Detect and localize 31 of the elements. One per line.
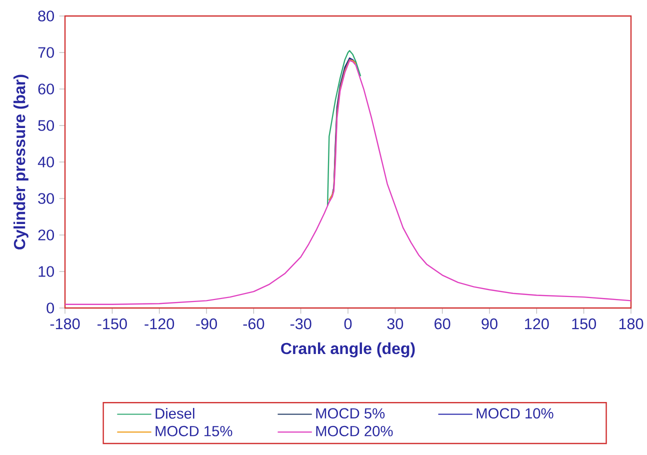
legend-label: MOCD 10% bbox=[476, 408, 554, 419]
y-tick-label: 60 bbox=[38, 84, 54, 94]
y-tick-label: 30 bbox=[38, 193, 54, 204]
x-tick-label: 30 bbox=[387, 318, 404, 330]
x-tick-label: 90 bbox=[482, 318, 498, 330]
x-tick-label: -120 bbox=[144, 318, 174, 330]
legend-label: MOCD 20% bbox=[316, 426, 393, 436]
x-tick-label: 0 bbox=[344, 318, 352, 330]
y-axis-title: Cylinder pressure (bar) bbox=[13, 74, 28, 250]
legend-label: MOCD 5% bbox=[316, 408, 385, 419]
line-series bbox=[65, 60, 631, 305]
x-tick-label: -180 bbox=[50, 318, 80, 330]
y-tick-label: 0 bbox=[46, 302, 54, 314]
line-series bbox=[326, 50, 362, 206]
x-axis-title: Crank angle (deg) bbox=[281, 342, 415, 358]
legend-label: Diesel bbox=[156, 408, 194, 419]
x-tick-label: -30 bbox=[290, 318, 312, 330]
legend-label: MOCD 15% bbox=[156, 426, 232, 436]
x-tick-label: 180 bbox=[619, 318, 644, 330]
y-tick-label: 50 bbox=[38, 120, 54, 131]
x-tick-label: -150 bbox=[98, 318, 127, 330]
y-tick-label: 10 bbox=[38, 266, 54, 277]
y-tick-label: 80 bbox=[38, 10, 54, 22]
x-tick-label: 120 bbox=[525, 318, 549, 330]
x-tick-label: -90 bbox=[196, 318, 217, 330]
x-tick-label: 60 bbox=[434, 318, 450, 330]
y-tick-label: 40 bbox=[38, 156, 54, 168]
y-tick-label: 20 bbox=[38, 230, 54, 240]
x-tick-label: -60 bbox=[243, 318, 264, 330]
y-tick-label: 70 bbox=[38, 47, 54, 58]
x-tick-label: 150 bbox=[572, 318, 596, 330]
